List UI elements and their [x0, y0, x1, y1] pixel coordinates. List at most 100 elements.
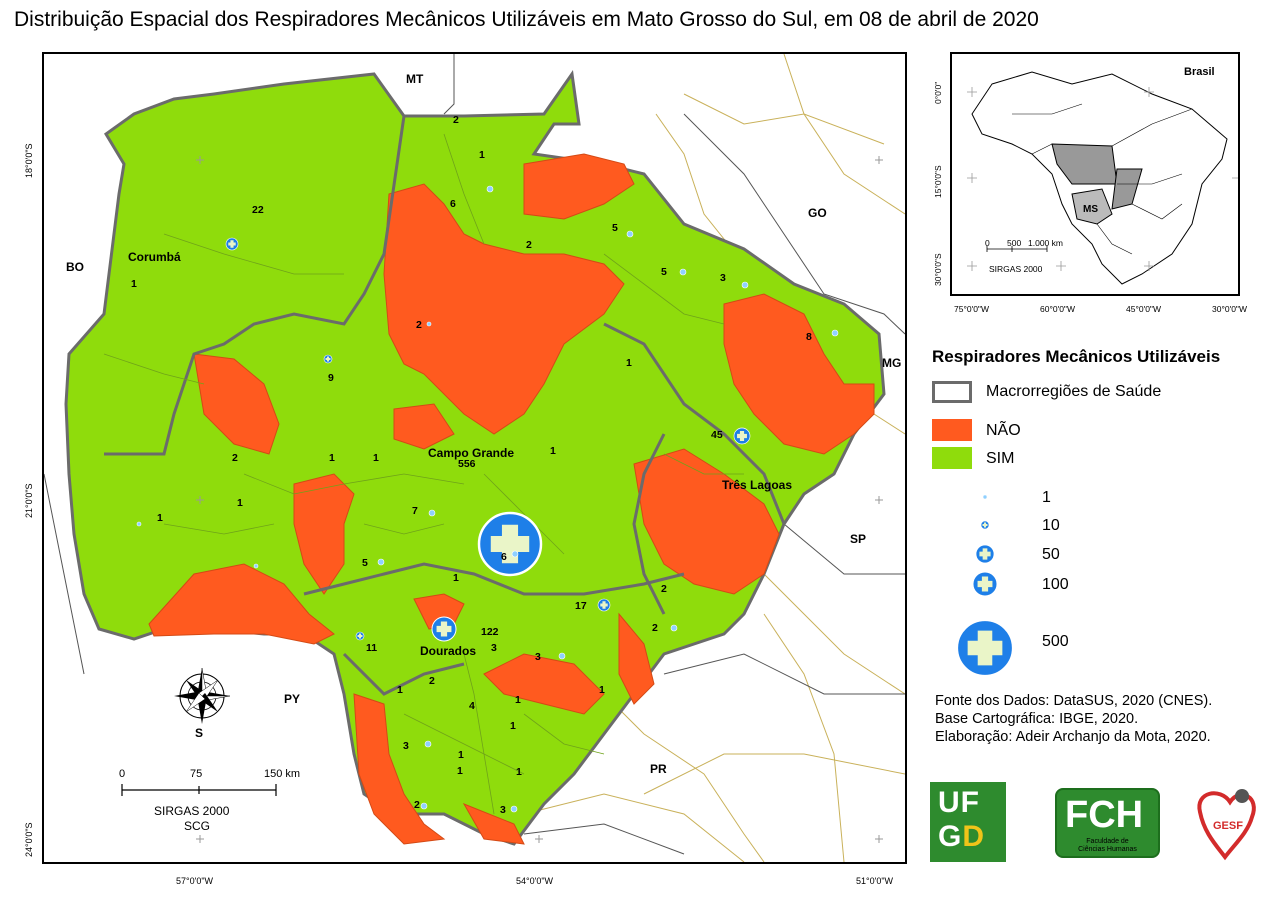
inset-lat-30: 30°0'0"S — [933, 253, 943, 286]
legend-nao-label: NÃO — [986, 422, 1021, 439]
ventilator-bubble-2 — [477, 511, 543, 577]
count-label: 9 — [328, 372, 334, 384]
count-label: 5 — [612, 222, 618, 234]
ventilator-bubble-6 — [355, 631, 365, 641]
count-label: 2 — [416, 319, 422, 331]
gesf-logo: GESF — [1190, 782, 1260, 862]
inset-scale-bar — [986, 246, 1048, 252]
state-label-mt: MT — [406, 72, 424, 86]
source-author: Elaboração: Adeir Archanjo da Mota, 2020… — [935, 729, 1211, 745]
count-label: 1 — [457, 765, 463, 777]
count-label: 1 — [237, 497, 243, 509]
ventilator-bubble-16 — [670, 624, 678, 632]
count-label: 2 — [526, 239, 532, 251]
ventilator-bubble-12 — [428, 509, 436, 517]
city-label-campo-grande: Campo Grande — [428, 446, 515, 460]
ventilator-bubble-17 — [424, 740, 432, 748]
inset-ms-label: MS — [1083, 204, 1098, 215]
inset-lon-60: 60°0'0"W — [1040, 304, 1075, 314]
count-label: 3 — [500, 804, 506, 816]
count-label: 1 — [510, 720, 516, 732]
count-label: 1 — [453, 572, 459, 584]
inset-state-lines — [1012, 103, 1193, 255]
count-label: 5 — [661, 266, 667, 278]
count-label: 1 — [599, 684, 605, 696]
count-label: 17 — [575, 600, 587, 612]
ms-state-shape — [64, 70, 886, 846]
count-label: 3 — [491, 642, 497, 654]
inset-country-label: Brasil — [1184, 66, 1215, 78]
mt-shape — [1051, 143, 1118, 185]
scale-tick-0: 0 — [119, 768, 126, 780]
lon-label-57: 57°0'0"W — [176, 876, 214, 886]
legend-bubble-100: 100 — [1042, 576, 1069, 593]
ventilator-bubble-3 — [733, 427, 751, 445]
inset-lon-75: 75°0'0"W — [954, 304, 989, 314]
ufgd-logo-top: UF — [938, 786, 980, 819]
ventilator-bubble-20 — [253, 563, 259, 569]
count-label: 2 — [232, 452, 238, 464]
ventilator-bubble-0 — [225, 237, 239, 251]
scale-crs-2: SCG — [184, 819, 211, 833]
gesf-logo-text: GESF — [1213, 820, 1243, 832]
ventilator-bubble-13 — [511, 550, 519, 558]
inset-crs: SIRGAS 2000 — [989, 264, 1043, 274]
ventilator-bubble-18 — [420, 802, 428, 810]
inset-scale-500: 500 — [1007, 238, 1022, 248]
count-label: 6 — [450, 198, 456, 210]
source-cartography: Base Cartográfica: IBGE, 2020. — [935, 711, 1139, 727]
count-label: 1 — [550, 445, 556, 457]
macroregion-borders — [104, 115, 786, 696]
count-label: 7 — [412, 505, 418, 517]
legend-bubble-10 — [980, 520, 990, 530]
legend-macro-label: Macrorregiões de Saúde — [986, 383, 1162, 400]
state-label-bo: BO — [66, 260, 84, 274]
legend-bubble-1: 1 — [1042, 489, 1051, 506]
ventilator-bubbles — [136, 185, 839, 813]
count-label: 22 — [252, 204, 264, 216]
ventilator-bubble-15 — [558, 652, 566, 660]
legend-bubble-500: 500 — [1042, 633, 1069, 650]
count-label: 2 — [661, 583, 667, 595]
scale-crs: SIRGAS 2000 — [154, 804, 230, 818]
inset-scale-0: 0 — [985, 238, 990, 248]
state-label-py: PY — [284, 692, 301, 706]
count-label: 2 — [652, 622, 658, 634]
inset-canvas — [967, 71, 1238, 285]
city-label-dourados: Dourados — [420, 644, 477, 658]
map-title: Distribuição Espacial dos Respiradores M… — [14, 8, 1039, 31]
state-label-mg: MG — [882, 356, 902, 370]
lat-label-18: 18°0'0"S — [24, 143, 34, 178]
inset-scale-1000: 1.000 km — [1028, 238, 1063, 248]
count-label: 1 — [157, 512, 163, 524]
inset-lat-15: 15°0'0"S — [933, 165, 943, 198]
fch-logo: FCH Faculdade de Ciências Humanas — [1055, 788, 1160, 858]
ventilator-bubble-7 — [486, 185, 494, 193]
count-label: 3 — [720, 272, 726, 284]
city-label-corumba: Corumbá — [128, 250, 181, 264]
count-label: 1 — [131, 278, 137, 290]
ventilator-bubble-21 — [136, 521, 142, 527]
count-label: 1 — [397, 684, 403, 696]
city-label-tres-lagoas: Três Lagoas — [722, 478, 793, 492]
lat-label-21: 21°0'0"S — [24, 483, 34, 518]
ventilator-bubble-19 — [510, 805, 518, 813]
legend-sim-swatch — [932, 447, 972, 469]
lat-label-24: 24°0'0"S — [24, 822, 34, 857]
count-label: 122 — [481, 626, 499, 638]
count-label: 1 — [373, 452, 379, 464]
legend-title: Respiradores Mecânicos Utilizáveis — [932, 347, 1221, 366]
legend-macro-swatch — [932, 381, 972, 403]
count-label: 1 — [515, 694, 521, 706]
ventilator-bubble-10 — [741, 281, 749, 289]
scale-tick-150: 150 km — [264, 768, 301, 780]
map-canvas — [44, 54, 905, 862]
scale-tick-75: 75 — [190, 768, 203, 780]
main-map[interactable]: MT GO MG SP PR PY BO Corumbá Campo Grand… — [42, 52, 907, 864]
inset-graticule — [967, 87, 1238, 271]
ms-inset-shape — [1071, 188, 1113, 225]
ventilator-bubble-4 — [431, 616, 457, 642]
count-label: 1 — [626, 357, 632, 369]
inset-lon-30: 30°0'0"W — [1212, 304, 1247, 314]
inset-map[interactable]: Brasil MS 0 500 1.000 km SIRGAS 2000 — [950, 52, 1240, 296]
